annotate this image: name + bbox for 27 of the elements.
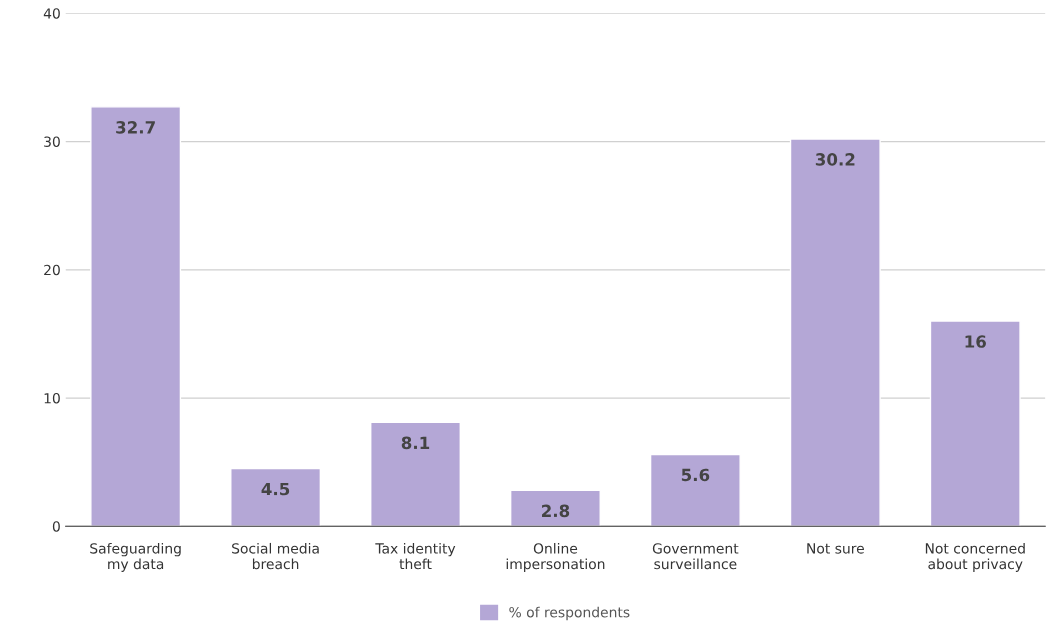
legend-label: % of respondents bbox=[509, 606, 630, 621]
x-tick-label: Social media breach bbox=[232, 542, 319, 570]
data-label: 16 bbox=[965, 335, 986, 348]
bar bbox=[649, 453, 741, 527]
x-tick-label: Safeguarding my data bbox=[90, 542, 181, 572]
y-tick-label: 30 bbox=[44, 136, 60, 147]
bar bbox=[929, 320, 1021, 527]
bar bbox=[789, 138, 881, 527]
data-label: 5.6 bbox=[681, 468, 710, 482]
data-label: 2.8 bbox=[542, 504, 570, 518]
x-tick-label: Online impersonation bbox=[506, 542, 605, 572]
bar bbox=[90, 106, 182, 527]
data-label: 32.7 bbox=[116, 121, 155, 134]
data-label: 30.2 bbox=[815, 153, 855, 166]
y-tick-label: 20 bbox=[44, 264, 60, 276]
x-tick-label: Not sure bbox=[807, 543, 864, 554]
data-label: 8.1 bbox=[401, 436, 430, 450]
y-tick-label: 0 bbox=[52, 521, 60, 532]
x-tick-label: Not concerned about privacy bbox=[925, 542, 1025, 572]
bar bbox=[509, 489, 601, 527]
y-tick-label: 40 bbox=[43, 8, 60, 19]
bar bbox=[370, 421, 461, 527]
y-tick-label: 10 bbox=[44, 392, 60, 404]
data-label: 4.5 bbox=[261, 482, 290, 496]
x-tick-label: Government surveillance bbox=[652, 543, 739, 570]
bar bbox=[230, 467, 322, 527]
x-tick-label: Tax identity theft bbox=[375, 542, 456, 570]
